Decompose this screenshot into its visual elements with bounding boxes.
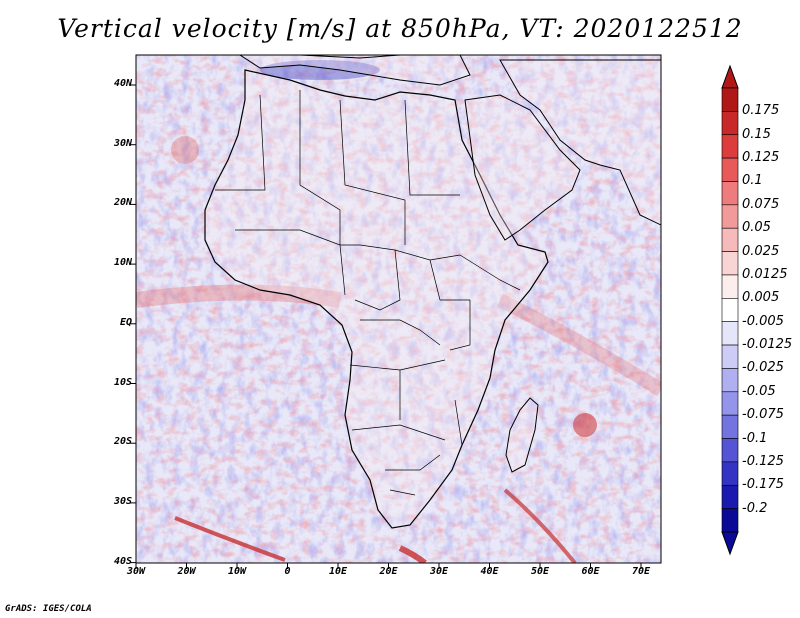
lon-label-20W: 20W (177, 566, 196, 577)
colorbar-swatch (721, 298, 739, 322)
cape-front (398, 545, 427, 563)
lon-label-30W: 30W (126, 566, 146, 577)
colorbar-bottom-arrow (721, 531, 739, 556)
latitude-ticks (130, 84, 136, 564)
lat-label-10N: 10N (113, 257, 132, 269)
colorbar-swatch (721, 484, 739, 509)
colorbar-swatch (721, 321, 739, 346)
lon-label-40E: 40E (480, 566, 499, 577)
colorbar-label: 0.0125 (742, 266, 788, 282)
arabia-coastline (464, 94, 581, 241)
map-frame (135, 54, 662, 564)
lon-label-50E: 50E (530, 566, 550, 577)
lat-label-40N: 40N (113, 78, 132, 89)
southwest-front (174, 516, 286, 562)
lon-label-10E: 10E (328, 566, 348, 577)
colorbar-swatch (721, 227, 739, 252)
colorbar-swatch (721, 134, 739, 159)
colorbar-label: 0.125 (742, 150, 780, 166)
southeast-front (503, 488, 577, 563)
lat-label-30S: 30S (113, 495, 132, 507)
colorbar-swatch (721, 274, 739, 299)
lon-label-0: 0 (284, 566, 291, 577)
country-borders (215, 90, 521, 496)
lat-label-30N: 30N (113, 137, 132, 149)
europe-coastline (239, 55, 471, 86)
lat-label-10S: 10S (113, 376, 132, 388)
colorbar-swatch (721, 438, 739, 463)
colorbar-label: -0.005 (742, 313, 784, 329)
itcz-band (136, 284, 342, 308)
colorbar-label: 0.15 (742, 126, 771, 142)
colorbar-label: 0.025 (742, 243, 780, 259)
colorbar-swatch (721, 251, 739, 276)
colorbar-swatch (721, 368, 739, 393)
lon-label-70E: 70E (631, 566, 651, 577)
colorbar-swatch (721, 508, 739, 533)
colorbar-label: 0.075 (742, 196, 780, 212)
colorbar (721, 64, 739, 556)
lon-label-60E: 60E (581, 566, 600, 577)
map-title: Vertical velocity [m/s] at 850hPa, VT: 2… (57, 14, 743, 43)
colorbar-swatch (721, 204, 739, 229)
lon-label-10W: 10W (227, 566, 247, 577)
grads-credit: GrADS: IGES/COLA (5, 604, 92, 614)
lat-label-40S: 40S (113, 555, 132, 567)
lon-label-30E: 30E (429, 566, 449, 577)
colorbar-label: 0.005 (742, 290, 780, 306)
colorbar-swatch (721, 344, 739, 369)
asia-coastline (499, 59, 661, 226)
colorbar-label: -0.2 (742, 500, 768, 516)
colorbar-label: 0.175 (742, 103, 780, 119)
colorbar-label: 0.05 (742, 220, 771, 236)
atlantic-updraft (171, 136, 199, 164)
longitude-ticks (135, 563, 642, 569)
lat-label-20N: 20N (113, 197, 132, 209)
colorbar-label: -0.075 (742, 407, 784, 423)
colorbar-label: -0.125 (742, 453, 784, 469)
africa-coastline (204, 69, 549, 529)
colorbar-label: -0.05 (742, 383, 776, 399)
colorbar-label: -0.1 (742, 430, 768, 446)
colorbar-label: -0.025 (742, 360, 784, 376)
madagascar-coastline (505, 397, 539, 473)
colorbar-label: -0.0125 (742, 337, 793, 353)
mediterranean-downdraft (260, 60, 380, 80)
colorbar-top-arrow (721, 64, 739, 89)
lat-label-EQ: EQ (119, 316, 132, 328)
colorbar-swatch (721, 157, 739, 182)
lon-label-20E: 20E (379, 566, 398, 577)
colorbar-swatch (721, 111, 739, 136)
colorbar-swatch (721, 181, 739, 206)
colorbar-label: -0.175 (742, 477, 784, 493)
colorbar-swatch (721, 87, 739, 112)
velocity-noise-field (136, 55, 661, 563)
colorbar-swatch (721, 414, 739, 439)
lat-label-20S: 20S (113, 436, 132, 448)
colorbar-label: 0.1 (742, 173, 763, 189)
indian-ocean-band (496, 293, 661, 396)
colorbar-swatch (721, 391, 739, 416)
cyclone-updraft (573, 413, 597, 437)
colorbar-swatch (721, 461, 739, 486)
map-field (136, 55, 661, 563)
